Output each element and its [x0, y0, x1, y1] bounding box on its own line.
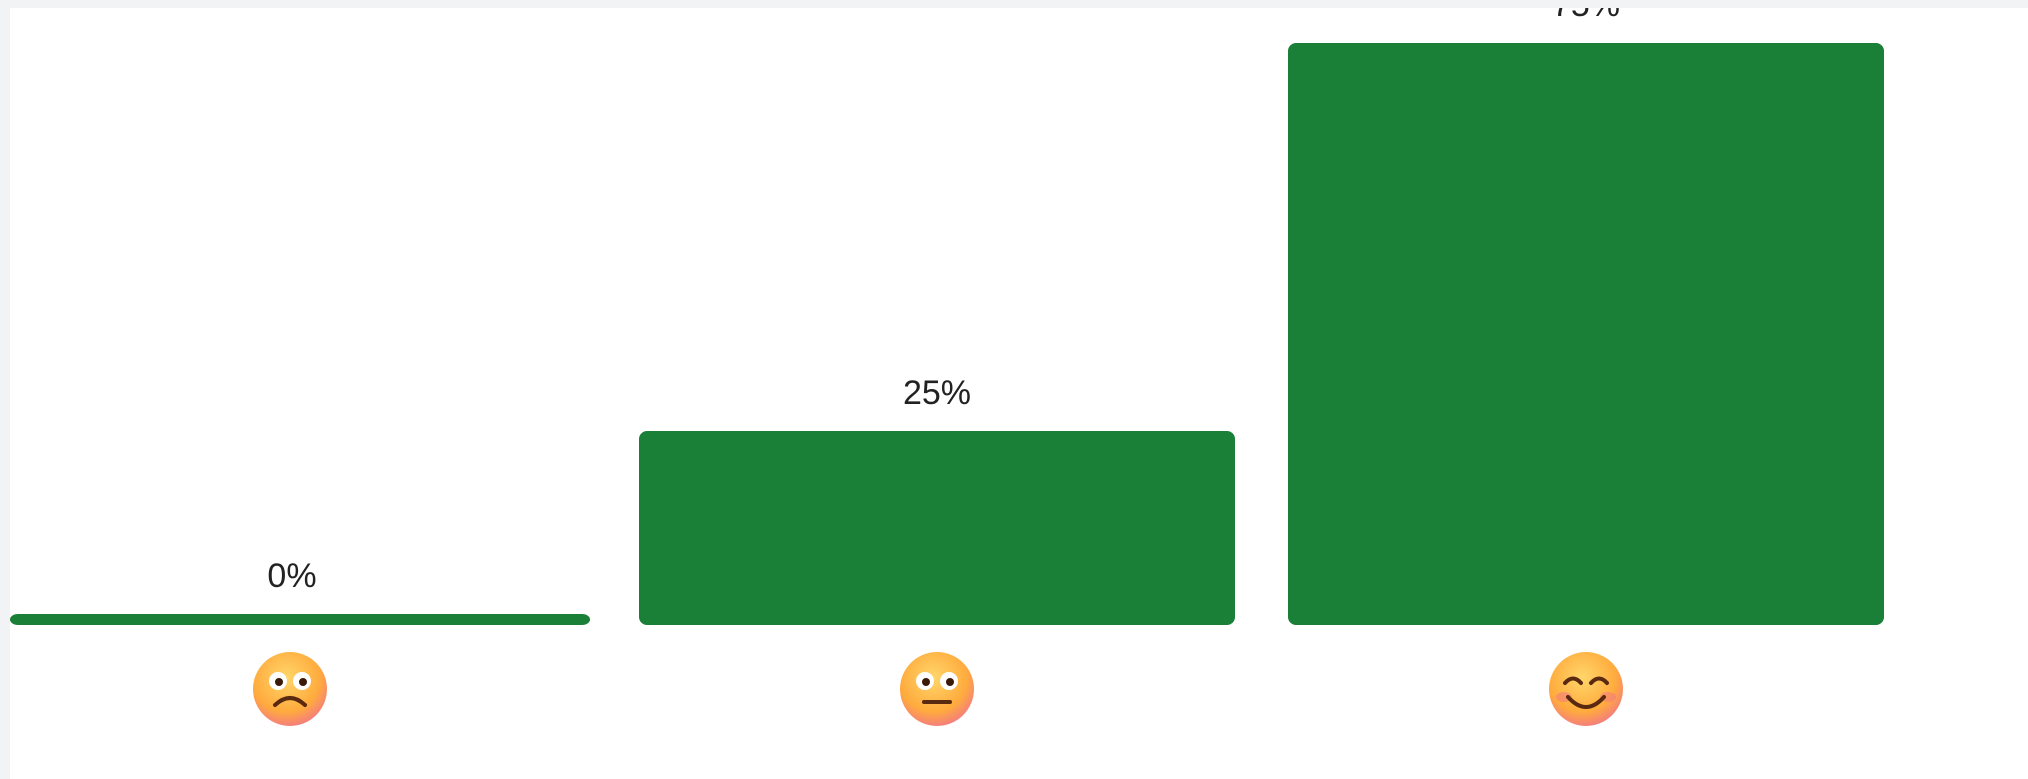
chart: 0% 25% 75% [10, 8, 2028, 779]
eye [1589, 676, 1609, 685]
pupil [946, 678, 954, 686]
pupil [299, 678, 307, 686]
bar [1288, 43, 1884, 625]
eye [1563, 676, 1583, 685]
emoji-icon [1549, 652, 1623, 726]
face [900, 652, 974, 726]
emoji-icon [253, 652, 327, 726]
emoji-icon [900, 652, 974, 726]
face [1549, 652, 1623, 726]
pupil [275, 678, 283, 686]
face [253, 652, 327, 726]
value-label: 75% [1552, 8, 1620, 24]
mouth [273, 696, 307, 707]
value-label: 0% [267, 557, 316, 595]
mouth [1566, 695, 1606, 709]
bar [639, 431, 1235, 625]
pupil [922, 678, 930, 686]
value-label: 25% [903, 374, 971, 412]
bar [10, 614, 590, 625]
